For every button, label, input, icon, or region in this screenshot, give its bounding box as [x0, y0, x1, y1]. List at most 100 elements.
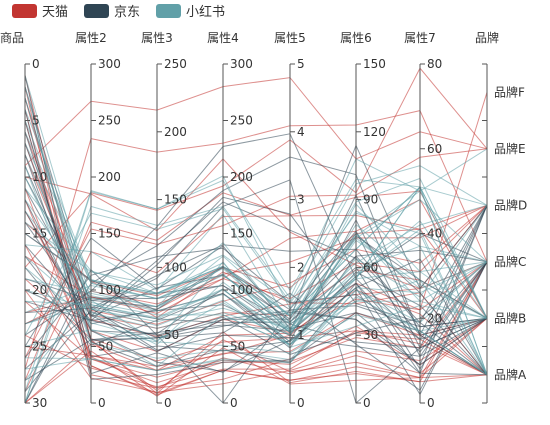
axis-name: 属性7	[404, 31, 436, 45]
axis-name: 属性4	[207, 31, 239, 45]
data-line-京东-13	[24, 210, 488, 325]
series-2	[24, 75, 488, 404]
data-line-京东-21	[24, 261, 488, 355]
tick-label-品牌E: 品牌E	[494, 142, 526, 156]
data-line-小红书-28	[24, 223, 488, 381]
data-line-天猫-30	[24, 289, 488, 404]
tick-label-1: 1	[297, 328, 305, 342]
data-line-京东-31	[24, 230, 488, 404]
tick-label-15: 15	[32, 227, 47, 241]
tick-label-120: 120	[363, 125, 386, 139]
tick-label-2: 2	[297, 260, 305, 274]
data-line-小红书-24	[24, 165, 488, 336]
tick-label-300: 300	[230, 57, 253, 71]
tick-label-150: 150	[98, 227, 121, 241]
tick-label-150: 150	[363, 57, 386, 71]
tick-label-250: 250	[230, 114, 253, 128]
legend-swatch	[84, 4, 109, 18]
tick-label-品牌A: 品牌A	[494, 368, 527, 382]
data-line-小红书-17	[24, 245, 488, 376]
data-line-京东-26	[24, 247, 488, 359]
axis-属性3: 属性3 0 50 100 150 200 250	[141, 31, 187, 410]
axis-属性7: 属性7 0 20 40 60 80	[404, 31, 442, 410]
tick-label-20: 20	[32, 283, 47, 297]
data-line-天猫-25	[24, 92, 488, 367]
data-line-京东-1	[24, 75, 488, 375]
axis-name: 属性3	[141, 31, 173, 45]
tick-label-品牌F: 品牌F	[494, 85, 525, 99]
legend-label: 京东	[114, 5, 140, 20]
tick-label-150: 150	[164, 193, 187, 207]
tick-label-25: 25	[32, 340, 47, 354]
legend: 天猫 京东 小红书	[12, 4, 225, 20]
data-line-小红书-8	[24, 154, 488, 346]
axis-name: 属性5	[274, 31, 306, 45]
tick-label-0: 0	[98, 396, 106, 410]
axis-属性5: 属性5 0 1 2 3 4 5	[274, 31, 306, 410]
data-line-小红书-19	[24, 203, 488, 325]
tick-label-10: 10	[32, 170, 47, 184]
data-line-小红书-16	[24, 213, 488, 326]
tick-label-品牌D: 品牌D	[494, 198, 527, 212]
tick-label-0: 0	[32, 57, 40, 71]
tick-label-200: 200	[98, 170, 121, 184]
tick-label-150: 150	[230, 227, 253, 241]
data-line-小红书-31	[24, 175, 488, 404]
legend-item-1[interactable]: 京东	[84, 4, 140, 20]
tick-label-30: 30	[363, 328, 378, 342]
data-line-小红书-22	[24, 198, 488, 330]
tick-label-40: 40	[427, 227, 442, 241]
parallel-axes: 商品051015202530属性2050100150200250300属性305…	[0, 30, 527, 410]
tick-label-300: 300	[98, 57, 121, 71]
data-line-小红书-9	[24, 165, 488, 376]
tick-label-100: 100	[230, 283, 253, 297]
data-line-天猫-21	[24, 261, 488, 384]
data-line-天猫-18	[24, 67, 488, 268]
legend-label: 天猫	[42, 5, 68, 20]
data-line-小红书-7	[24, 142, 488, 332]
tick-label-0: 0	[427, 396, 435, 410]
data-line-小红书-18	[24, 205, 488, 346]
legend-item-0[interactable]: 天猫	[12, 4, 68, 20]
legend-item-2[interactable]: 小红书	[156, 4, 225, 20]
tick-label-品牌B: 品牌B	[494, 311, 526, 325]
data-line-小红书-20	[24, 271, 488, 347]
tick-label-0: 0	[297, 396, 305, 410]
tick-label-0: 0	[363, 396, 371, 410]
tick-label-90: 90	[363, 193, 378, 207]
tick-label-50: 50	[230, 340, 245, 354]
tick-label-50: 50	[98, 340, 113, 354]
axis-商品: 商品 0 5 10 15 20 25 30	[0, 30, 47, 410]
tick-label-200: 200	[164, 125, 187, 139]
data-line-小红书-12	[24, 199, 488, 330]
axis-属性6: 属性6 0 30 60 90 120 150	[340, 31, 386, 410]
tick-label-5: 5	[32, 114, 40, 128]
data-line-京东-22	[24, 244, 488, 328]
data-line-京东-8	[24, 154, 488, 376]
tick-label-3: 3	[297, 193, 305, 207]
axis-name: 商品	[0, 30, 24, 45]
tick-label-30: 30	[32, 396, 47, 410]
data-line-天猫-27	[24, 110, 488, 370]
tick-label-60: 60	[363, 260, 378, 274]
data-line-京东-2	[24, 86, 488, 371]
data-line-小红书-27	[24, 261, 488, 372]
tick-label-4: 4	[297, 125, 305, 139]
series-lines	[24, 67, 488, 404]
axis-属性2: 属性2 0 50 100 150 200 250 300	[75, 31, 121, 410]
data-line-京东-18	[24, 205, 488, 349]
tick-label-250: 250	[98, 114, 121, 128]
tick-label-品牌C: 品牌C	[494, 255, 526, 269]
data-line-小红书-6	[24, 131, 488, 317]
data-line-天猫-28	[24, 190, 488, 381]
axis-name: 属性2	[75, 31, 107, 45]
legend-swatch	[156, 4, 181, 18]
axis-name: 品牌	[475, 31, 499, 45]
tick-label-50: 50	[164, 328, 179, 342]
data-line-天猫-19	[24, 278, 488, 376]
data-line-天猫-10	[24, 158, 488, 290]
tick-label-100: 100	[164, 260, 187, 274]
data-line-小红书-13	[24, 190, 488, 319]
tick-label-20: 20	[427, 311, 442, 325]
